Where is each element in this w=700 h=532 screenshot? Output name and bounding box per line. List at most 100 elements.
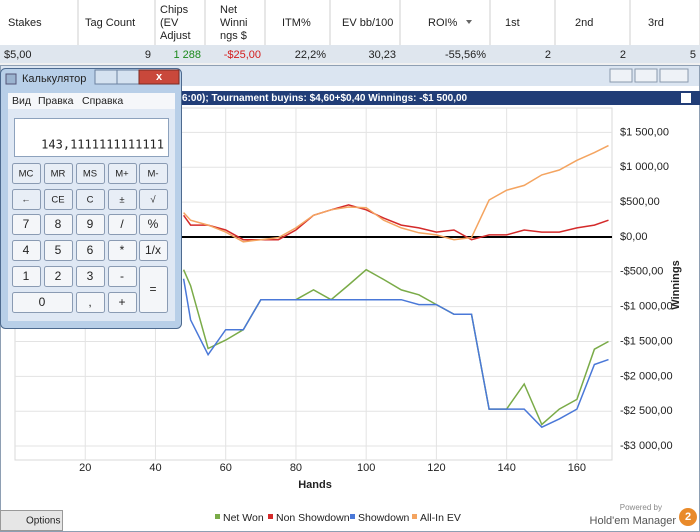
calc-button-label: CE (51, 195, 64, 206)
calc-button-label: 5 (55, 243, 62, 257)
calc-button[interactable] (76, 240, 105, 261)
calc-button-label: MS (83, 169, 97, 180)
y-axis-label: Winnings (670, 260, 682, 309)
calc-button[interactable] (139, 163, 168, 184)
options-button[interactable] (0, 510, 63, 531)
column-header[interactable]: Net (220, 4, 237, 16)
calc-button[interactable] (108, 163, 137, 184)
column-header[interactable]: Chips (160, 4, 189, 16)
menu-item[interactable]: Справка (82, 95, 123, 107)
calc-button-label: C (87, 195, 94, 206)
column-header[interactable]: ngs $ (220, 30, 247, 42)
badge: 2 (685, 511, 691, 523)
calc-button[interactable] (139, 266, 168, 313)
calc-button-label: 3 (87, 269, 94, 283)
column-header[interactable]: (EV (160, 17, 179, 29)
calc-button-label: 6 (87, 243, 94, 257)
calc-button[interactable] (139, 214, 168, 235)
table-cell: -55,56% (445, 49, 486, 61)
calc-minimize[interactable] (94, 69, 118, 85)
x-tick-label: 140 (497, 462, 515, 474)
calc-button-label: 4 (23, 243, 30, 257)
series-line (182, 204, 609, 241)
calc-button[interactable] (108, 189, 137, 210)
calc-button-label: ← (21, 195, 31, 206)
calc-button[interactable] (44, 266, 73, 287)
calc-button-label: ± (119, 195, 124, 206)
calc-button[interactable] (12, 240, 41, 261)
x-tick-label: 160 (568, 462, 586, 474)
help-icon[interactable] (681, 93, 691, 103)
calc-button-label: 9 (87, 217, 94, 231)
calc-button[interactable] (12, 189, 41, 210)
calc-button[interactable] (76, 189, 105, 210)
calc-button[interactable] (108, 214, 137, 235)
calc-button[interactable] (44, 240, 73, 261)
calc-button-label: 0 (39, 295, 46, 309)
column-header[interactable]: Adjust (160, 30, 191, 42)
table-header (0, 0, 700, 45)
menu-item[interactable]: Вид (12, 95, 31, 107)
calc-close-x: x (156, 71, 163, 83)
column-header[interactable]: ROI% (428, 17, 458, 29)
table-cell: 2 (620, 49, 626, 61)
calc-button[interactable] (44, 163, 73, 184)
calc-button[interactable] (108, 240, 137, 261)
series-line (183, 144, 609, 243)
column-header[interactable]: 1st (505, 17, 520, 29)
column-header[interactable]: Tag Count (85, 17, 135, 29)
calc-button-label: MC (19, 169, 34, 180)
menu-item[interactable]: Правка (38, 95, 74, 107)
column-header[interactable]: ITM% (282, 17, 311, 29)
calc-button[interactable] (139, 240, 168, 261)
calc-button[interactable] (76, 163, 105, 184)
legend-label: Net Won (223, 512, 264, 524)
series-line (182, 278, 609, 429)
calc-button[interactable] (12, 292, 73, 313)
minimize-button[interactable] (609, 68, 633, 83)
calc-close[interactable] (138, 69, 180, 85)
calc-maximize[interactable] (116, 69, 140, 85)
column-header[interactable]: EV bb/100 (342, 17, 393, 29)
table-cell: 5 (690, 49, 696, 61)
close-button[interactable] (659, 68, 689, 83)
calc-button[interactable] (12, 163, 41, 184)
y-tick-label: -$1 500,00 (620, 335, 673, 347)
y-tick-label: $0,00 (620, 231, 648, 243)
powered-by: Powered by (620, 503, 662, 512)
calc-button-label: MR (51, 169, 66, 180)
table-row (0, 45, 700, 63)
x-tick-label: 120 (427, 462, 445, 474)
calculator-display-box (14, 118, 169, 157)
maximize-button[interactable] (634, 68, 658, 83)
calc-button[interactable] (76, 214, 105, 235)
column-header[interactable]: 3rd (648, 17, 664, 29)
calc-button[interactable] (76, 292, 105, 313)
calc-button[interactable] (76, 266, 105, 287)
x-tick-label: 40 (149, 462, 161, 474)
calc-button[interactable] (12, 214, 41, 235)
column-header[interactable]: 2nd (575, 17, 593, 29)
column-header[interactable]: Winni (220, 17, 248, 29)
legend-label: Showdown (358, 512, 410, 524)
table-cell: 2 (545, 49, 551, 61)
calc-button-label: 7 (23, 217, 30, 231)
calc-button[interactable] (108, 292, 137, 313)
calc-button[interactable] (108, 266, 137, 287)
y-tick-label: $1 500,00 (620, 126, 669, 138)
x-tick-label: 20 (79, 462, 91, 474)
calc-button[interactable] (12, 266, 41, 287)
table-cell: $5,00 (4, 49, 32, 61)
calc-button[interactable] (44, 189, 73, 210)
y-tick-label: $1 000,00 (620, 161, 669, 173)
calc-button-label: % (148, 217, 159, 231)
legend-swatch (268, 514, 273, 519)
x-axis-label: Hands (298, 479, 332, 491)
legend-swatch (350, 514, 355, 519)
table-cell: 30,23 (368, 49, 396, 61)
calc-button[interactable] (44, 214, 73, 235)
calc-button[interactable] (139, 189, 168, 210)
calc-button-label: = (149, 282, 156, 296)
column-header[interactable]: Stakes (8, 17, 42, 29)
calculator-menu (8, 93, 175, 109)
